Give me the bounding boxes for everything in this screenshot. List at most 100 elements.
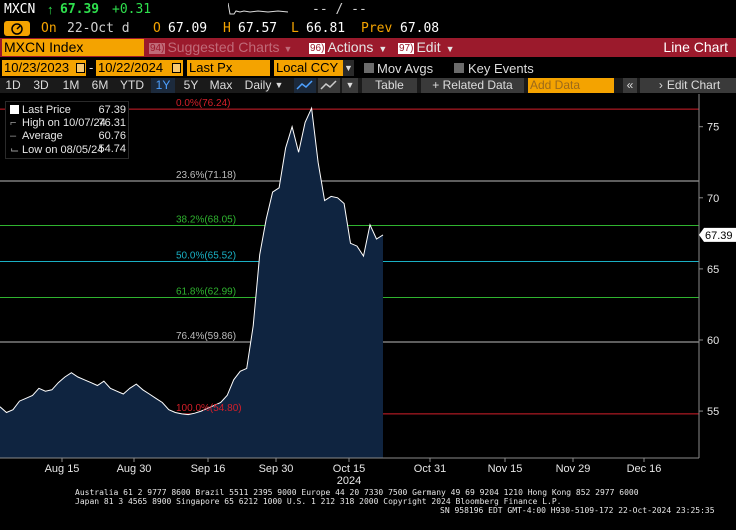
scroll-right-icon: › [658, 78, 663, 92]
edit-chart-button[interactable]: › Edit Chart [643, 78, 736, 93]
scroll-left-far-icon[interactable]: « [623, 78, 637, 93]
key-events-checkbox[interactable] [454, 63, 464, 73]
ticker-symbol: MXCN [4, 2, 36, 17]
x-tick-label: Nov 15 [488, 463, 523, 475]
chart-legend: Last Price 67.39 ⌐ High on 10/07/24 76.31 –… [5, 101, 129, 159]
price-area-fill [0, 108, 383, 458]
actions-label: Actions [327, 39, 374, 55]
edit-menu[interactable]: 97) Edit ▼ [398, 39, 455, 56]
legend-last-value: 67.39 [98, 104, 126, 116]
legend-last-price[interactable]: Last Price 67.39 [10, 104, 128, 117]
last-value-label: 67.39 [705, 230, 733, 242]
start-date-field[interactable]: 10/23/2023 [2, 60, 86, 76]
price-series: 0.0%(76.24) 23.6%(71.18) 38.2%(68.05) 50.0%… [0, 98, 384, 458]
x-tick-label: Oct 15 [333, 463, 365, 475]
price-change: +0.31 [112, 2, 152, 17]
period-1y-button[interactable]: 1Y [151, 78, 175, 93]
fib-label: 61.8%(62.99) [176, 286, 236, 297]
market-status-icon [4, 21, 30, 36]
mov-avgs-label: Mov Avgs [377, 61, 434, 76]
x-axis: Aug 15 Aug 30 Sep 16 Sep 30 Oct 15 Oct 31 Nov … [45, 458, 662, 486]
quote-date: 22-Oct d [67, 21, 130, 36]
open-label: O [153, 21, 161, 36]
y-tick-label: 65 [707, 264, 719, 276]
related-data-button[interactable]: + Related Data [421, 78, 524, 93]
y-tick-label: 70 [707, 193, 719, 205]
add-data-input[interactable]: Add Data [528, 78, 614, 93]
y-tick-label: 60 [707, 335, 719, 347]
prev-value: 67.08 [400, 21, 440, 36]
calendar-icon[interactable] [172, 63, 181, 73]
legend-low: ⌙ Low on 08/05/24 54.74 [10, 143, 128, 156]
period-6m-button[interactable]: 6M [91, 78, 109, 92]
frequency-select[interactable]: Daily [244, 78, 272, 92]
footer-session: SN 958196 EDT GMT-4:00 H930-5109-172 22-… [440, 506, 715, 515]
legend-high: ⌐ High on 10/07/24 76.31 [10, 117, 128, 130]
high-label: H [223, 21, 231, 36]
x-tick-label: Sep 16 [191, 463, 226, 475]
period-ytd-button[interactable]: YTD [120, 78, 144, 92]
chevron-down-icon[interactable]: ▼ [343, 60, 354, 76]
period-row: 1D 3D 1M 6M YTD 1Y 5Y Max Daily ▼ ▼ Tabl… [0, 78, 736, 93]
x-tick-label: Oct 31 [414, 463, 446, 475]
table-button[interactable]: Table [362, 78, 417, 93]
x-tick-label: Sep 30 [259, 463, 294, 475]
fib-label: 38.2%(68.05) [176, 215, 236, 226]
quote-row: MXCN ↑ 67.39 +0.31 -- / -- [0, 0, 736, 18]
on-label: On [41, 21, 57, 36]
x-tick-label: Dec 16 [627, 463, 662, 475]
low-label: L [291, 21, 299, 36]
fib-label: 100.0%(54.80) [176, 403, 242, 414]
average-marker-icon: – [10, 130, 17, 142]
actions-menu[interactable]: 96) Actions ▼ [309, 39, 387, 56]
x-tick-label: Nov 29 [556, 463, 591, 475]
period-5y-button[interactable]: 5Y [183, 78, 199, 92]
end-date-field[interactable]: 10/22/2024 [96, 60, 183, 76]
y-tick-label: 75 [707, 122, 719, 134]
info-row: On 22-Oct d O 67.09 H 67.57 L 66.81 Prev… [0, 19, 736, 37]
fib-label: 76.4%(59.86) [176, 331, 236, 342]
chevron-down-icon[interactable]: ▼ [342, 78, 358, 93]
y-tick-label: 55 [707, 406, 719, 418]
actions-num: 96) [309, 43, 326, 54]
chevron-down-icon: ▼ [283, 44, 293, 54]
fib-label: 0.0%(76.24) [176, 98, 230, 109]
x-tick-label: Aug 30 [117, 463, 152, 475]
period-max-button[interactable]: Max [209, 78, 233, 92]
price-chart[interactable]: 0.0%(76.24) 23.6%(71.18) 38.2%(68.05) 50.0%… [0, 94, 736, 486]
security-input[interactable]: MXCN Index [2, 39, 144, 56]
fib-label: 50.0%(65.52) [176, 250, 236, 261]
suggested-charts-menu[interactable]: 94) Suggested Charts ▼ [149, 39, 292, 56]
period-1m-button[interactable]: 1M [62, 78, 80, 92]
x-tick-label: Aug 15 [45, 463, 80, 475]
x-axis-year: 2024 [337, 475, 361, 486]
bar-chart-icon[interactable] [318, 78, 340, 93]
high-value: 67.57 [238, 21, 278, 36]
calendar-icon[interactable] [76, 63, 85, 73]
legend-average-value: 60.76 [98, 130, 126, 142]
price-line [0, 106, 384, 416]
legend-average: – Average 60.76 [10, 130, 128, 143]
open-value: 67.09 [168, 21, 208, 36]
legend-average-label: Average [22, 130, 63, 142]
legend-last-label: Last Price [22, 104, 71, 116]
chevron-down-icon[interactable]: ▼ [274, 80, 284, 90]
legend-low-label: Low on 08/05/24 [22, 144, 104, 156]
date-separator: - [89, 60, 94, 75]
last-price: 67.39 [60, 2, 100, 17]
footer-contacts-2: Japan 81 3 4565 8900 Singapore 65 6212 1… [75, 497, 562, 506]
line-chart-icon[interactable] [294, 78, 316, 93]
suggested-charts-num: 94) [149, 43, 166, 54]
price-field-select[interactable]: Last Px [187, 60, 270, 76]
period-1d-button[interactable]: 1D [5, 78, 21, 92]
key-events-label: Key Events [468, 61, 534, 76]
sparkline-icon [228, 2, 288, 15]
bid-ask-placeholder: -- / -- [312, 2, 367, 17]
mov-avgs-checkbox[interactable] [364, 63, 374, 73]
currency-select[interactable]: Local CCY [274, 60, 344, 76]
legend-high-label: High on 10/07/24 [22, 117, 106, 129]
footer: Australia 61 2 9777 8600 Brazil 5511 239… [0, 486, 736, 530]
fib-label: 23.6%(71.18) [176, 170, 236, 181]
period-3d-button[interactable]: 3D [33, 78, 49, 92]
high-marker-icon: ⌐ [10, 117, 17, 129]
